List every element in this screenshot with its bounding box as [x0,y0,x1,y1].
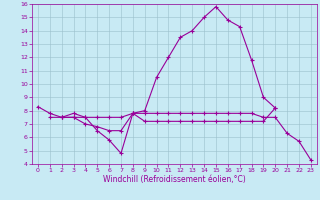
X-axis label: Windchill (Refroidissement éolien,°C): Windchill (Refroidissement éolien,°C) [103,175,246,184]
